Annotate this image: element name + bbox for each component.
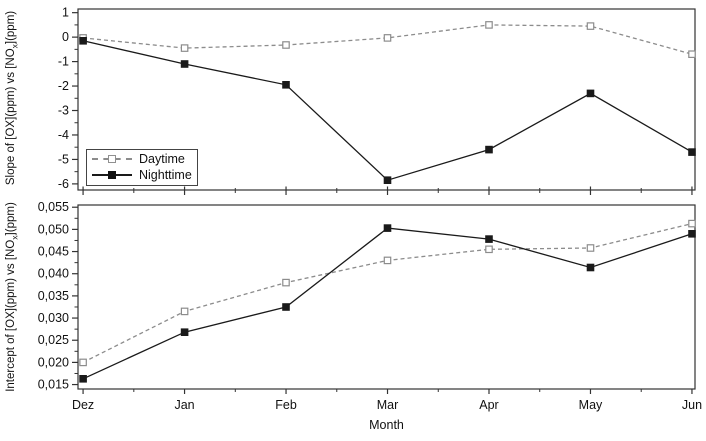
legend-label-daytime: Daytime [139, 152, 185, 166]
nighttime-marker [180, 60, 189, 68]
legend-item-nighttime: Nighttime [92, 167, 192, 183]
legend: Daytime Nighttime [86, 149, 198, 186]
daytime-line-sample [92, 154, 132, 164]
intercept-axis-label-text: Intercept of [OX](ppm) vs [NO [5, 239, 17, 392]
daytime-marker [282, 278, 290, 287]
nighttime-marker [282, 80, 290, 89]
y-tick-label: -4 [58, 128, 69, 142]
daytime-marker [485, 21, 493, 29]
legend-item-daytime: Daytime [92, 151, 192, 167]
nighttime-marker [282, 303, 290, 311]
daytime-marker [180, 44, 189, 52]
nighttime-marker [180, 328, 189, 337]
panel-frame [77, 8, 696, 191]
daytime-marker [180, 307, 189, 316]
nighttime-marker [485, 235, 493, 243]
slope-axis-label-sub: x [9, 44, 20, 49]
y-tick-label: -6 [58, 177, 69, 191]
slope-axis-label-suffix: ](ppm) [5, 10, 17, 45]
nighttime-line [82, 227, 693, 380]
y-tick-label: 0,020 [38, 355, 69, 369]
daytime-marker [282, 41, 290, 49]
y-tick-label: 0,030 [38, 311, 69, 325]
y-tick-label: 0,025 [38, 333, 69, 347]
legend-label-nighttime: Nighttime [139, 168, 192, 182]
daytime-marker [383, 34, 392, 42]
x-tick-label: Jun [682, 398, 702, 412]
slope-panel: 1 0 -1 -2 -3 -4 -5 -6 [58, 6, 696, 195]
nighttime-marker [688, 148, 696, 156]
nighttime-marker [383, 176, 392, 185]
y-tick-label: -2 [58, 79, 69, 93]
y-tick-label: 0 [62, 30, 69, 44]
intercept-axis-label-suffix: ](ppm) [5, 202, 17, 236]
x-tick-label: Jan [174, 398, 194, 412]
filled-square-marker-icon [108, 171, 116, 179]
nighttime-marker [586, 89, 595, 98]
y-tick-label: 0,015 [38, 378, 69, 392]
nighttime-marker [586, 263, 595, 272]
daytime-marker [79, 358, 87, 367]
daytime-marker [485, 245, 493, 254]
y-tick-label: -5 [58, 152, 69, 166]
daytime-marker [586, 244, 595, 252]
intercept-axis-label: Intercept of [OX](ppm) vs [NOx](ppm) [5, 167, 21, 427]
intercept-axis-label-sub: x [9, 235, 20, 240]
y-tick-label: 0,045 [38, 245, 69, 259]
nighttime-line-sample [92, 170, 132, 180]
y-tick-label: -1 [58, 55, 69, 69]
y-tick-label: 0,040 [38, 267, 69, 281]
open-square-marker-icon [108, 155, 116, 163]
nighttime-marker [79, 36, 87, 45]
daytime-marker [586, 22, 595, 30]
daytime-marker [688, 50, 696, 59]
x-tick-label: Feb [275, 398, 297, 412]
intercept-panel: 0,055 0,050 0,045 0,040 0,035 0,030 0,025 0,020… [38, 200, 702, 412]
panel-frame [77, 204, 696, 390]
daytime-line [82, 222, 693, 363]
nighttime-marker [383, 224, 392, 232]
y-tick-label: 1 [62, 6, 69, 20]
slope-axis-label-text: Slope of [OX](ppm) vs [NO [5, 48, 17, 186]
nighttime-marker [485, 145, 493, 154]
x-tick-label: Apr [479, 398, 498, 412]
y-tick-label: -3 [58, 104, 69, 118]
x-axis-title: Month [369, 418, 404, 432]
x-tick-label: May [579, 398, 603, 412]
nighttime-marker [688, 230, 696, 238]
y-tick-label: 0,050 [38, 222, 69, 236]
daytime-marker [688, 219, 696, 228]
nighttime-marker [79, 375, 87, 383]
y-tick-label: 0,035 [38, 289, 69, 303]
daytime-marker [383, 256, 392, 265]
x-tick-label: Dez [72, 398, 94, 412]
x-tick-label: Mar [377, 398, 399, 412]
y-tick-label: 0,055 [38, 200, 69, 214]
